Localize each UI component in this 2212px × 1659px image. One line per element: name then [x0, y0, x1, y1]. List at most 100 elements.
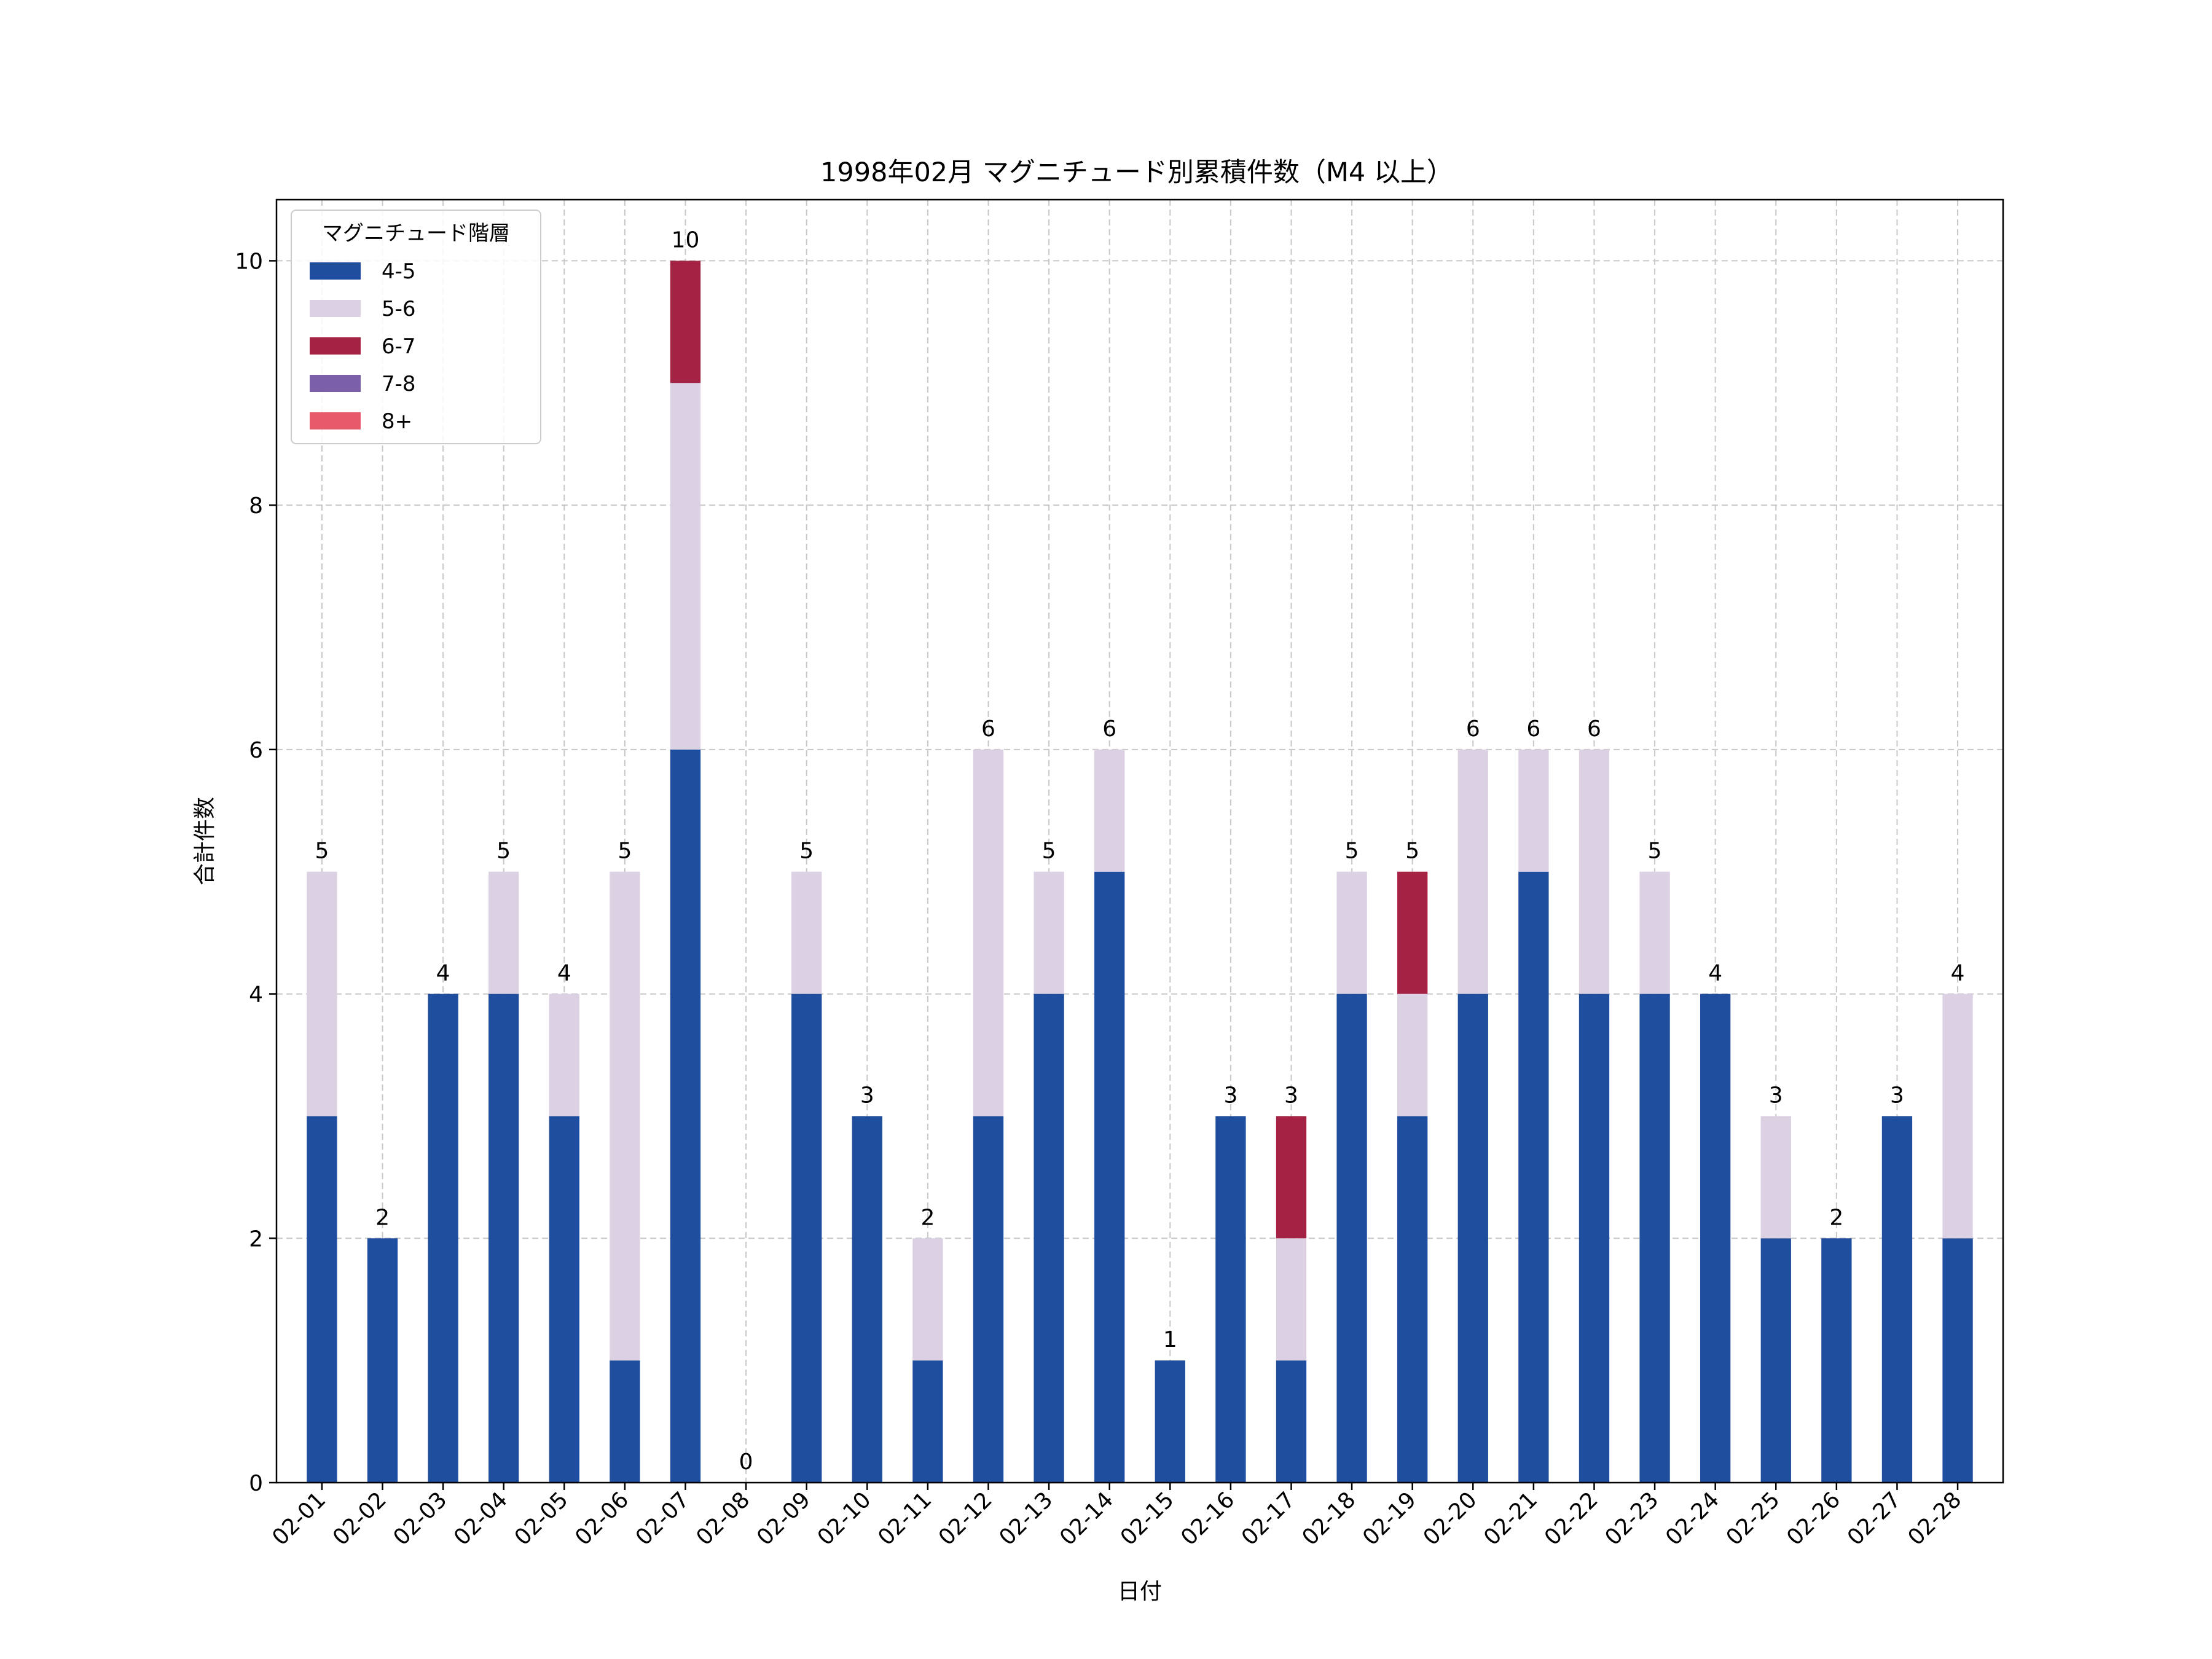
bar-segment-4-5 — [1579, 994, 1610, 1483]
bar-segment-4-5 — [1336, 994, 1367, 1483]
bar-segment-5-6 — [1094, 749, 1125, 872]
bar-segment-4-5 — [1276, 1360, 1307, 1483]
bar-segment-4-5 — [1942, 1238, 1973, 1483]
bars — [307, 261, 1973, 1483]
bar-total-label: 4 — [1708, 961, 1722, 986]
bar-total-label: 3 — [1890, 1083, 1904, 1108]
bar-total-label: 5 — [1405, 839, 1419, 864]
bar-segment-6-7 — [1397, 871, 1428, 994]
bar-total-label: 0 — [739, 1449, 753, 1475]
legend: マグニチュード階層 4-5 5-6 6-7 7-8 8+ — [291, 210, 541, 444]
y-axis: 0 2 4 6 8 10 — [235, 249, 276, 1496]
legend-label: 4-5 — [382, 259, 416, 284]
bar-segment-4-5 — [1518, 871, 1549, 1483]
bar-segment-4-5 — [1760, 1238, 1791, 1483]
bar-segment-5-6 — [549, 994, 579, 1116]
bar-segment-5-6 — [1397, 994, 1428, 1116]
bar-total-label: 6 — [1466, 716, 1480, 742]
bar-segment-4-5 — [1155, 1360, 1185, 1483]
y-tick-label: 0 — [249, 1471, 263, 1496]
bar-segment-4-5 — [670, 749, 701, 1483]
bar-total-label: 6 — [1526, 716, 1540, 742]
bar-segment-5-6 — [670, 383, 701, 750]
legend-title: マグニチュード階層 — [322, 221, 510, 246]
bar-segment-4-5 — [1821, 1238, 1852, 1483]
bar-total-label: 6 — [1587, 716, 1601, 742]
bar-segment-5-6 — [307, 871, 337, 1116]
bar-segment-4-5 — [428, 994, 458, 1483]
y-tick-label: 6 — [249, 738, 263, 763]
bar-total-label: 5 — [496, 839, 511, 864]
bar-total-label: 2 — [375, 1205, 390, 1230]
bar-total-label: 4 — [557, 961, 571, 986]
bar-segment-4-5 — [1700, 994, 1731, 1483]
bar-segment-5-6 — [488, 871, 519, 994]
bar-segment-5-6 — [973, 749, 1004, 1116]
bar-segment-5-6 — [912, 1238, 943, 1361]
legend-label: 8+ — [382, 409, 412, 434]
bar-total-label: 5 — [315, 839, 329, 864]
bar-segment-4-5 — [912, 1360, 943, 1483]
legend-swatch — [310, 412, 361, 429]
bar-segment-4-5 — [1215, 1116, 1246, 1483]
bar-segment-4-5 — [1397, 1116, 1428, 1483]
y-tick-label: 8 — [249, 493, 263, 519]
bar-segment-5-6 — [791, 871, 822, 994]
bar-total-labels: 5 2 4 5 4 5 10 0 5 3 2 6 5 6 1 3 3 5 5 6 6 6 5 4 3 2 3 4 — [315, 227, 1964, 1475]
legend-swatch — [310, 337, 361, 355]
legend-label: 6-7 — [382, 334, 416, 359]
bar-segment-5-6 — [1760, 1116, 1791, 1239]
y-tick-label: 4 — [249, 982, 263, 1008]
bar-segment-5-6 — [1518, 749, 1549, 872]
bar-segment-4-5 — [488, 994, 519, 1483]
bar-segment-4-5 — [367, 1238, 398, 1483]
bar-total-label: 2 — [1829, 1205, 1843, 1230]
bar-segment-4-5 — [1881, 1116, 1913, 1483]
legend-swatch — [310, 262, 361, 280]
bar-total-label: 6 — [981, 716, 995, 742]
legend-label: 7-8 — [382, 372, 416, 396]
bar-segment-5-6 — [610, 871, 640, 1361]
y-axis-label: 合計件数 — [192, 797, 218, 885]
plot-frame — [275, 198, 2004, 1484]
bar-segment-4-5 — [852, 1116, 882, 1483]
chart-title: 1998年02月 マグニチュード別累積件数（M4 以上） — [820, 157, 1453, 188]
bar-total-label: 5 — [1648, 839, 1662, 864]
bar-segment-5-6 — [1579, 749, 1610, 994]
x-axis-label: 日付 — [1118, 1579, 1162, 1604]
bar-total-label: 2 — [920, 1205, 935, 1230]
bar-segment-6-7 — [670, 261, 701, 383]
bar-total-label: 5 — [1042, 839, 1056, 864]
bar-total-label: 3 — [1769, 1083, 1783, 1108]
bar-total-label: 5 — [1345, 839, 1359, 864]
bar-total-label: 3 — [1284, 1083, 1298, 1108]
bar-segment-5-6 — [1336, 871, 1367, 994]
bar-segment-6-7 — [1276, 1116, 1307, 1239]
bar-segment-4-5 — [1094, 871, 1125, 1483]
bar-segment-4-5 — [1033, 994, 1064, 1483]
bar-segment-4-5 — [610, 1360, 640, 1483]
bar-total-label: 5 — [618, 839, 632, 864]
legend-swatch — [310, 300, 361, 317]
bar-segment-5-6 — [1457, 749, 1488, 994]
bar-total-label: 1 — [1163, 1327, 1177, 1352]
bar-total-label: 4 — [1951, 961, 1965, 986]
bar-segment-4-5 — [549, 1116, 579, 1483]
bar-segment-5-6 — [1276, 1238, 1307, 1361]
y-tick-label: 2 — [249, 1226, 263, 1252]
bar-total-label: 4 — [436, 961, 450, 986]
bar-segment-4-5 — [791, 994, 822, 1483]
bar-total-label: 5 — [799, 839, 814, 864]
bar-segment-4-5 — [1639, 994, 1670, 1483]
legend-items: 4-5 5-6 6-7 7-8 8+ — [310, 259, 416, 434]
bar-total-label: 10 — [672, 227, 700, 253]
bar-segment-5-6 — [1033, 871, 1064, 994]
bar-total-label: 6 — [1102, 716, 1116, 742]
bar-segment-4-5 — [973, 1116, 1004, 1483]
bar-segment-4-5 — [307, 1116, 337, 1483]
y-tick-label: 10 — [235, 249, 263, 274]
bar-total-label: 3 — [860, 1083, 874, 1108]
bar-segment-5-6 — [1639, 871, 1670, 994]
legend-swatch — [310, 375, 361, 392]
